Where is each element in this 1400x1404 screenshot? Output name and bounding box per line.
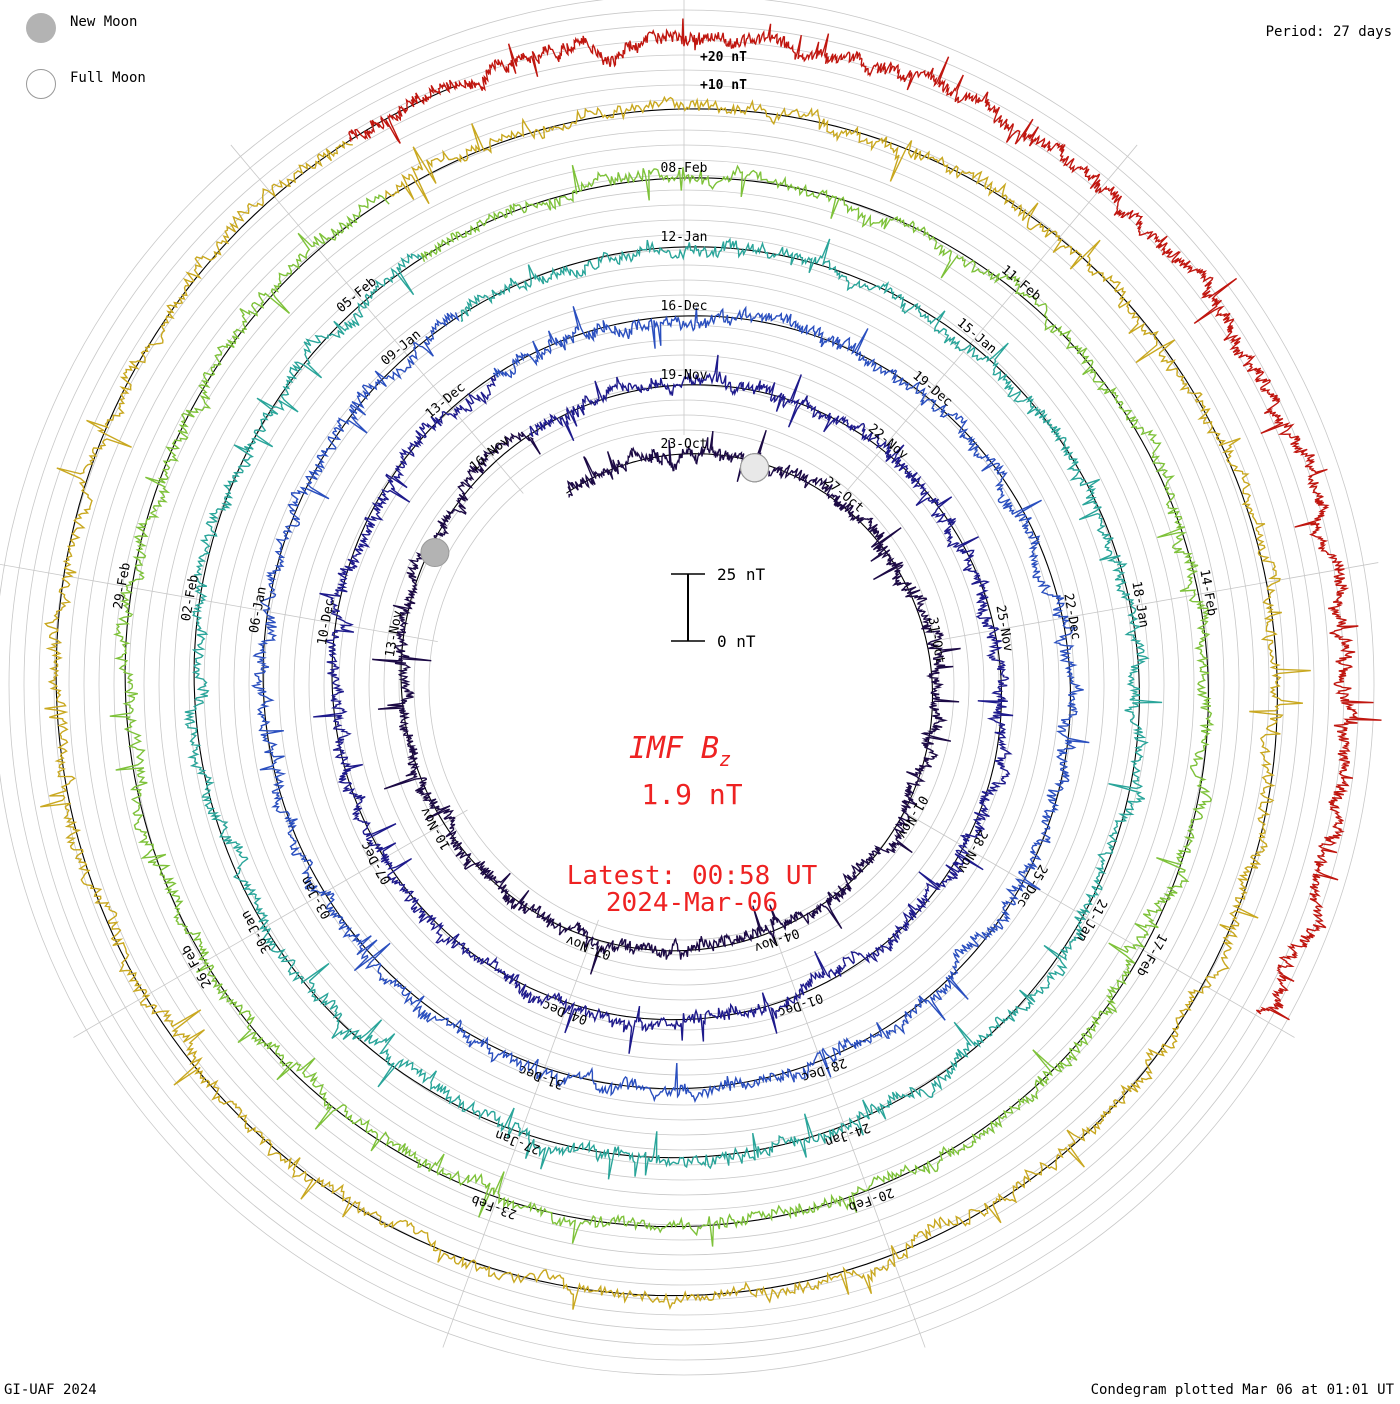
grid-spoke [844,144,1138,494]
legend-full-moon-label: Full Moon [70,70,146,86]
scale-bar-bottom-label: 0 nT [717,632,756,651]
parameter-subscript: z [719,747,731,771]
date-label: 08-Feb [661,161,708,176]
full-moon-marker [740,453,770,483]
moon-layer [420,453,770,568]
new-moon-icon [26,13,56,43]
series-trace-rotation-5 [109,164,1215,1247]
latest-time: Latest: 00:58 UT [567,861,818,891]
grid-spoke [900,809,1295,1038]
date-label: 05-Feb [334,274,380,316]
date-label: 12-Jan [661,230,708,245]
date-label: 27-Jan [493,1126,542,1156]
ring-scale-label-10: +10 nT [700,78,747,93]
scale-bar-top-label: 25 nT [717,565,766,584]
plotted-label: Condegram plotted Mar 06 at 01:01 UT [1090,1382,1394,1398]
grid-spoke [230,144,524,494]
date-label: 16-Dec [661,299,708,314]
parameter-title: IMF Bz [629,731,731,771]
new-moon-marker [420,538,450,568]
date-label: 02-Feb [179,573,202,622]
legend-full-moon: Full Moon [26,69,146,99]
date-label: 14-Feb [1196,568,1219,617]
legend-new-moon: New Moon [26,13,137,43]
current-value: 1.9 nT [641,778,742,811]
date-label: 31-Oct [924,616,947,665]
period-label: Period: 27 days [1265,24,1392,40]
date-label: 16-Nov [467,433,513,475]
series-trace-rotation-3 [250,305,1090,1104]
grid-spoke [930,562,1379,642]
date-label: 19-Nov [661,368,708,383]
latest-date: 2024-Mar-06 [606,888,778,918]
series-layer [40,18,1382,1311]
date-label: 31-Dec [517,1062,566,1092]
full-moon-icon [26,69,56,99]
grid-ring [0,0,1375,1376]
date-label: 07-Nov [564,932,613,962]
date-label: 17-Feb [1133,931,1170,979]
series-trace-rotation-1 [372,429,961,975]
ring-scale-label-20: +20 nT [700,50,747,65]
date-label: 29-Feb [111,561,134,610]
series-trace-rotation-7 [348,18,1382,1021]
series-trace-rotation-4 [183,237,1163,1180]
grid-spoke [73,809,468,1038]
date-label: 23-Oct [661,437,708,452]
grid-layer [0,0,1379,1376]
grid-spoke [769,919,926,1348]
credit-label: GI-UAF 2024 [4,1382,97,1398]
series-trace-rotation-2 [313,354,1014,1054]
center-info: IMF Bz 1.9 nT Latest: 00:58 UT 2024-Mar-… [567,731,818,918]
legend-new-moon-label: New Moon [70,14,138,30]
series-trace-rotation-6 [40,95,1311,1311]
scale-bar: 25 nT 0 nT [671,565,766,651]
